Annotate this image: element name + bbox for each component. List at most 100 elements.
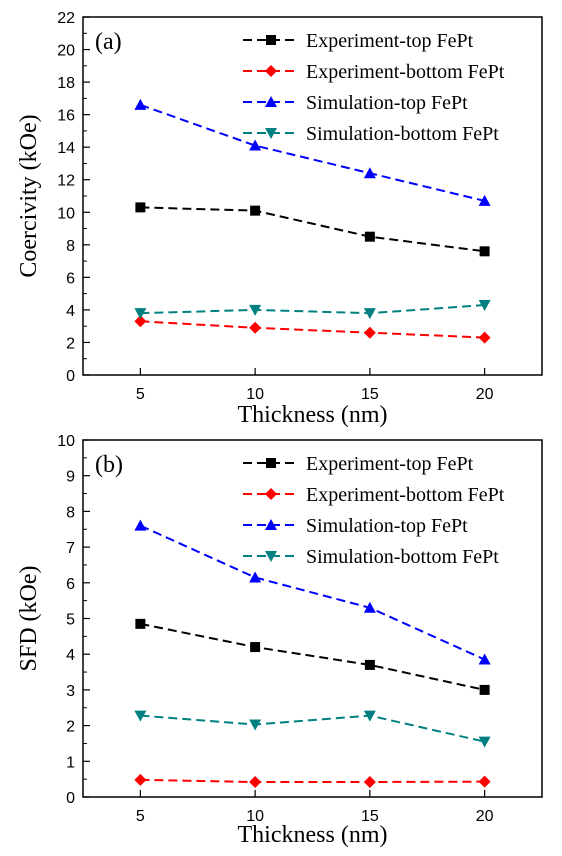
data-point bbox=[364, 231, 375, 242]
data-point bbox=[364, 659, 375, 670]
series-3 bbox=[134, 98, 491, 206]
y-tick-label: 0 bbox=[66, 790, 75, 807]
x-tick-label: 20 bbox=[476, 386, 494, 403]
data-point bbox=[134, 308, 147, 320]
legend-marker bbox=[265, 519, 277, 530]
data-point bbox=[249, 321, 262, 334]
panel-label: (a) bbox=[95, 29, 122, 55]
legend-label: Simulation-bottom FePt bbox=[306, 123, 499, 145]
data-point bbox=[363, 601, 376, 613]
data-point bbox=[478, 300, 491, 312]
y-tick-label: 10 bbox=[57, 433, 75, 450]
x-tick-label: 15 bbox=[361, 808, 379, 825]
x-axis-title: Thickness (nm) bbox=[238, 402, 388, 428]
data-point bbox=[479, 684, 490, 695]
x-tick-label: 10 bbox=[246, 386, 264, 403]
series-2 bbox=[134, 315, 491, 344]
data-point bbox=[478, 653, 491, 665]
legend-marker bbox=[265, 128, 277, 139]
y-tick-label: 8 bbox=[66, 238, 75, 255]
y-tick-label: 14 bbox=[57, 140, 75, 157]
data-point bbox=[363, 326, 376, 339]
legend-label: Experiment-top FePt bbox=[306, 30, 474, 52]
series-line bbox=[140, 622, 485, 691]
data-point bbox=[249, 776, 262, 789]
series-line bbox=[140, 714, 485, 743]
series-line bbox=[140, 103, 485, 202]
data-point bbox=[363, 167, 376, 179]
series-4 bbox=[134, 710, 491, 748]
data-point bbox=[363, 776, 376, 789]
legend-label: Experiment-top FePt bbox=[306, 453, 474, 475]
y-axis-title: SFD (kOe) bbox=[16, 566, 42, 672]
y-tick-label: 7 bbox=[66, 540, 75, 557]
y-tick-label: 8 bbox=[66, 504, 75, 521]
data-point bbox=[249, 571, 262, 583]
series-2 bbox=[134, 773, 491, 789]
data-point bbox=[249, 139, 262, 151]
y-tick-label: 2 bbox=[66, 719, 75, 736]
legend-label: Simulation-top FePt bbox=[306, 515, 468, 537]
data-point bbox=[250, 205, 261, 216]
series-3 bbox=[134, 519, 491, 665]
series-line bbox=[140, 304, 485, 315]
y-tick-label: 4 bbox=[66, 647, 75, 664]
data-point bbox=[478, 775, 491, 788]
data-point bbox=[363, 308, 376, 320]
y-tick-label: 9 bbox=[66, 469, 75, 486]
data-point bbox=[134, 773, 147, 786]
y-tick-label: 20 bbox=[57, 43, 75, 60]
y-tick-label: 5 bbox=[66, 612, 75, 629]
data-point bbox=[134, 710, 147, 722]
series-4 bbox=[134, 300, 491, 320]
series-1 bbox=[135, 202, 490, 257]
series-line bbox=[140, 206, 485, 253]
data-point bbox=[134, 98, 147, 110]
data-point bbox=[135, 202, 146, 213]
legend-marker bbox=[266, 35, 276, 45]
series-1 bbox=[135, 618, 490, 695]
y-tick-label: 6 bbox=[66, 576, 75, 593]
data-point bbox=[134, 519, 147, 531]
data-point bbox=[478, 736, 491, 748]
legend-label: Experiment-bottom FePt bbox=[306, 61, 505, 83]
x-tick-label: 10 bbox=[246, 808, 264, 825]
y-tick-label: 10 bbox=[57, 205, 75, 222]
y-tick-label: 3 bbox=[66, 683, 75, 700]
legend-label: Simulation-top FePt bbox=[306, 92, 468, 114]
series-line bbox=[139, 524, 486, 661]
legend-label: Experiment-bottom FePt bbox=[306, 484, 505, 506]
legend-label: Simulation-bottom FePt bbox=[306, 546, 499, 568]
data-point bbox=[478, 194, 491, 206]
y-tick-label: 4 bbox=[66, 303, 75, 320]
y-tick-label: 16 bbox=[57, 108, 75, 125]
data-point bbox=[249, 304, 262, 316]
legend-marker bbox=[265, 96, 277, 107]
data-point bbox=[250, 642, 261, 653]
legend-marker bbox=[266, 458, 276, 468]
data-point bbox=[479, 246, 490, 257]
data-point bbox=[478, 331, 491, 344]
x-tick-label: 15 bbox=[361, 386, 379, 403]
y-tick-label: 1 bbox=[66, 754, 75, 771]
panel-label: (b) bbox=[95, 452, 123, 478]
series-line bbox=[140, 320, 485, 339]
legend: Experiment-top FePt Experiment-bottom FeP… bbox=[243, 453, 505, 568]
legend-marker bbox=[265, 488, 277, 500]
x-tick-label: 5 bbox=[136, 386, 145, 403]
data-point bbox=[134, 315, 147, 328]
y-tick-label: 18 bbox=[57, 75, 75, 92]
y-tick-label: 6 bbox=[66, 270, 75, 287]
data-point bbox=[135, 618, 146, 629]
data-point bbox=[249, 719, 262, 731]
y-axis-title: Coercivity (kOe) bbox=[16, 114, 42, 277]
x-axis-title: Thickness (nm) bbox=[238, 822, 388, 848]
x-tick-label: 20 bbox=[476, 808, 494, 825]
x-tick-label: 5 bbox=[136, 808, 145, 825]
chart-panel-1: 5 10 15 20 0 2 4 6 8 10 12 14 16 18 20 22 Thickness (nm)… bbox=[16, 10, 543, 428]
legend-marker bbox=[265, 65, 277, 77]
y-tick-label: 2 bbox=[66, 335, 75, 352]
legend-marker bbox=[265, 551, 277, 562]
